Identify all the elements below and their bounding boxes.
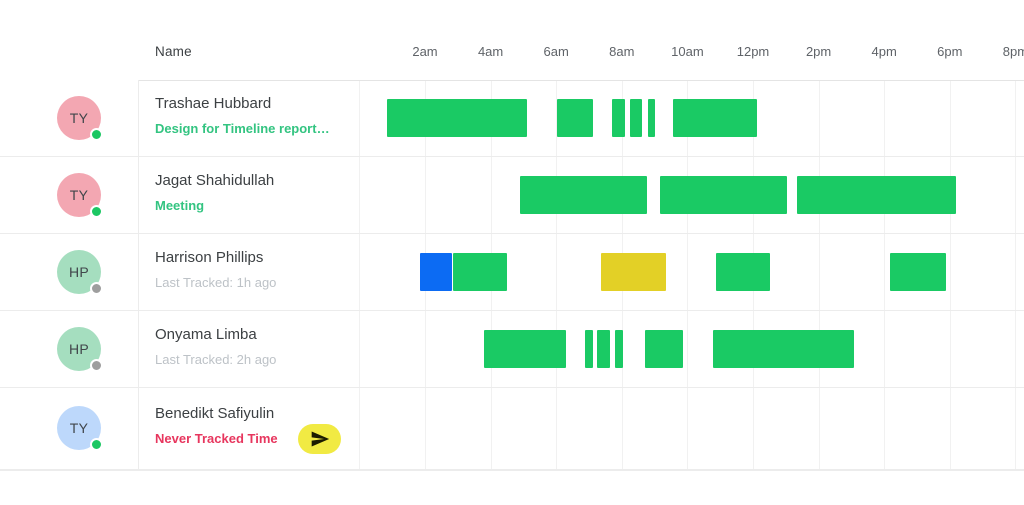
hour-label-10am: 10am <box>671 44 704 59</box>
gridline <box>359 80 360 470</box>
status-online-icon <box>90 204 103 218</box>
member-name-cell: Harrison Phillips Last Tracked: 1h ago <box>155 248 276 292</box>
hour-label-12pm: 12pm <box>736 44 770 59</box>
time-entry-bar[interactable] <box>645 330 684 368</box>
time-entry-bar[interactable] <box>556 99 593 137</box>
time-entry-bar[interactable] <box>453 253 507 291</box>
gridline <box>950 80 951 470</box>
time-entry-bar[interactable] <box>673 99 757 137</box>
member-row[interactable]: TY Benedikt Safiyulin Never Tracked Time <box>0 388 1024 470</box>
hour-label-2pm: 2pm <box>805 44 832 59</box>
time-entry-bar[interactable] <box>612 99 626 137</box>
avatar[interactable]: TY <box>57 95 103 141</box>
time-entry-bar[interactable] <box>597 330 611 368</box>
hour-label-8am: 8am <box>609 44 635 59</box>
member-row[interactable]: TY Trashae Hubbard Design for Timeline rep… <box>0 80 1024 157</box>
gridline <box>1015 80 1016 470</box>
hour-label-8pm: 8pm <box>1002 44 1024 59</box>
avatar[interactable]: HP <box>57 326 103 372</box>
time-entry-bar[interactable] <box>615 330 624 368</box>
time-entry-bar[interactable] <box>713 330 855 368</box>
time-entry-bar[interactable] <box>520 176 648 214</box>
time-entry-bar[interactable] <box>585 330 594 368</box>
time-entry-bar[interactable] <box>716 253 771 291</box>
gridline <box>687 80 688 470</box>
status-offline-icon <box>90 281 103 295</box>
hour-label-6pm: 6pm <box>937 44 963 59</box>
hour-label-6am: 6am <box>543 44 569 59</box>
avatar[interactable]: HP <box>57 249 103 295</box>
time-entry-bar[interactable] <box>387 99 527 137</box>
gridline <box>556 80 557 470</box>
member-name-cell: Trashae Hubbard Design for Timeline repor… <box>155 94 330 138</box>
member-subtitle: Design for Timeline report… <box>155 121 330 136</box>
member-name-cell: Jagat Shahidullah Meeting <box>155 171 274 215</box>
hour-label-4am: 4am <box>477 44 504 59</box>
send-icon <box>311 431 329 447</box>
gridline <box>819 80 820 470</box>
member-name: Harrison Phillips <box>155 249 264 266</box>
time-entry-bar[interactable] <box>660 176 788 214</box>
table-bottom-border <box>0 470 1024 471</box>
status-offline-icon <box>90 358 103 372</box>
header-divider <box>138 80 1024 81</box>
member-row[interactable]: TY Jagat Shahidullah Meeting <box>0 157 1024 234</box>
column-divider <box>138 80 139 470</box>
time-entry-bar[interactable] <box>890 253 946 291</box>
hour-label-2am: 2am <box>412 44 438 59</box>
member-row[interactable]: HP Harrison Phillips Last Tracked: 1h ago <box>0 234 1024 311</box>
member-name-cell: Benedikt Safiyulin Never Tracked Time <box>155 404 278 448</box>
member-name: Jagat Shahidullah <box>155 172 275 189</box>
member-subtitle: Last Tracked: 1h ago <box>155 275 277 290</box>
member-subtitle: Meeting <box>155 198 205 213</box>
time-entry-bar[interactable] <box>648 99 656 137</box>
send-reminder-button[interactable] <box>298 424 341 454</box>
time-entry-bar[interactable] <box>420 253 453 291</box>
gridline <box>884 80 885 470</box>
name-column-header: Name <box>155 44 192 59</box>
member-name: Onyama Limba <box>155 326 257 343</box>
status-online-icon <box>90 127 103 141</box>
member-subtitle: Never Tracked Time <box>155 431 278 446</box>
time-entry-bar[interactable] <box>797 176 957 214</box>
member-subtitle: Last Tracked: 2h ago <box>155 352 277 367</box>
member-name: Trashae Hubbard <box>155 95 272 112</box>
time-entry-bar[interactable] <box>630 99 643 137</box>
status-online-icon <box>90 438 103 451</box>
avatar[interactable]: TY <box>57 406 103 451</box>
member-name: Benedikt Safiyulin <box>155 405 275 422</box>
avatar[interactable]: TY <box>57 172 103 218</box>
time-entry-bar[interactable] <box>600 253 667 291</box>
member-name-cell: Onyama Limba Last Tracked: 2h ago <box>155 325 276 369</box>
time-entry-bar[interactable] <box>484 330 566 368</box>
member-row[interactable]: HP Onyama Limba Last Tracked: 2h ago <box>0 311 1024 388</box>
hour-label-4pm: 4pm <box>871 44 897 59</box>
